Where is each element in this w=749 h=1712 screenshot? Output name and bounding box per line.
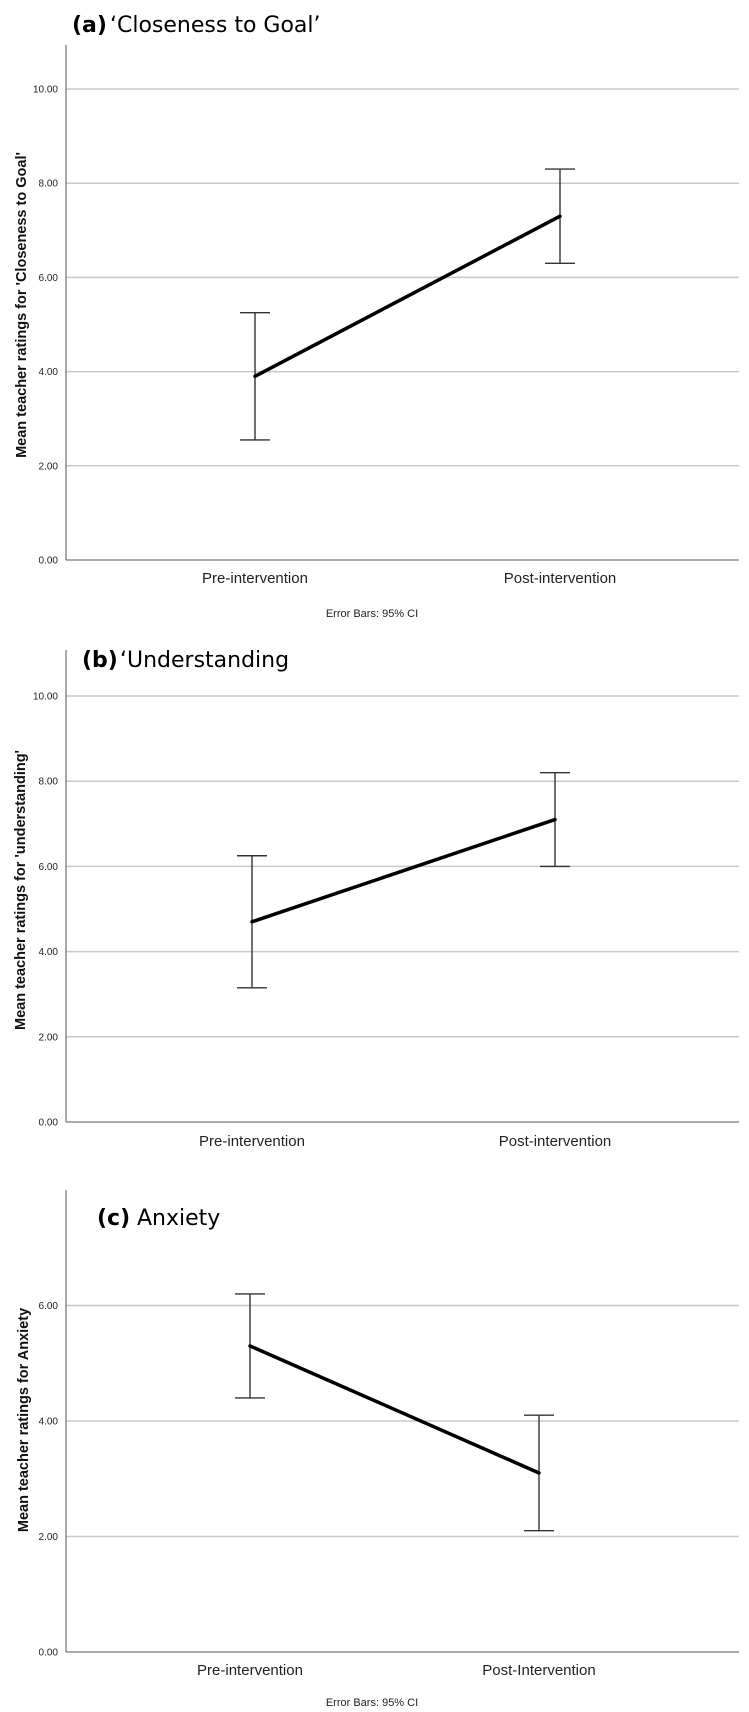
x-tick-label: Post-intervention (504, 570, 617, 587)
y-tick-label: 8.00 (39, 179, 59, 190)
panel-letter: (a) (72, 13, 107, 38)
y-tick-label: 0.00 (39, 1118, 59, 1129)
panel-letter: (b) (82, 648, 118, 673)
y-tick-label: 2.00 (39, 1032, 59, 1043)
chart-title: ‘Closeness to Goal’ (110, 13, 321, 38)
error-bars-note: Error Bars: 95% CI (326, 1697, 418, 1709)
y-axis-label: Mean teacher ratings for Anxiety (16, 1308, 32, 1532)
y-axis-label: Mean teacher ratings for 'Closeness to G… (14, 152, 30, 458)
y-tick-label: 4.00 (39, 1417, 59, 1428)
panel-letter: (c) (97, 1206, 130, 1231)
y-tick-label: 4.00 (39, 947, 59, 958)
x-tick-label: Pre-intervention (197, 1662, 303, 1679)
y-tick-label: 6.00 (39, 1301, 59, 1312)
y-tick-label: 10.00 (33, 692, 58, 703)
y-tick-label: 8.00 (39, 777, 59, 788)
mean-line (250, 817, 557, 924)
x-tick-label: Pre-intervention (199, 1133, 305, 1150)
chart-panel-2: 0.00 2.00 4.00 6.00 8.00 10.00 Pre-interventio… (13, 648, 739, 1150)
mean-line (253, 214, 562, 379)
y-tick-label: 4.00 (39, 367, 59, 378)
y-axis-label: Mean teacher ratings for 'understanding' (13, 750, 29, 1030)
y-tick-label: 2.00 (39, 1532, 59, 1543)
y-tick-label: 6.00 (39, 273, 59, 284)
chart-panel-3: 0.00 2.00 4.00 6.00 Pre-intervention Post-Int… (16, 1190, 739, 1709)
x-tick-label: Pre-intervention (202, 570, 308, 587)
y-tick-label: 2.00 (39, 461, 59, 472)
chart-title: ‘Understanding (120, 648, 289, 673)
y-tick-label: 0.00 (39, 1648, 59, 1659)
chart-title: Anxiety (137, 1206, 220, 1231)
chart-panel-1: 0.00 2.00 4.00 6.00 8.00 10.00 Pre-interventio… (14, 13, 739, 620)
y-tick-label: 10.00 (33, 85, 58, 96)
error-bars-note: Error Bars: 95% CI (326, 608, 418, 620)
x-tick-label: Post-Intervention (482, 1662, 595, 1679)
y-tick-label: 6.00 (39, 862, 59, 873)
x-tick-label: Post-intervention (499, 1133, 612, 1150)
mean-line (248, 1344, 541, 1475)
y-tick-label: 0.00 (39, 556, 59, 567)
